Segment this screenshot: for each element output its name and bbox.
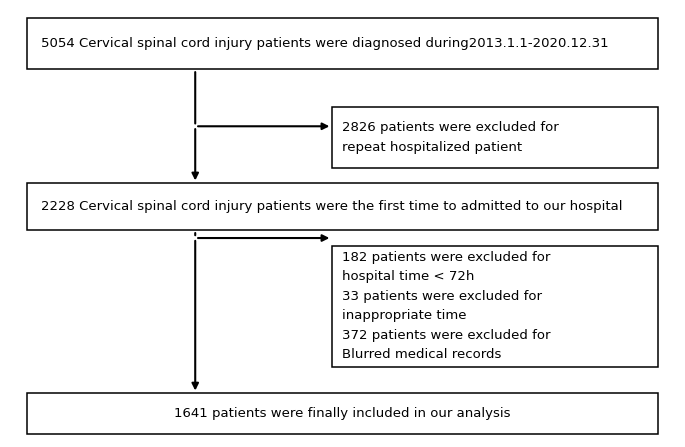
Text: 2228 Cervical spinal cord injury patients were the first time to admitted to our: 2228 Cervical spinal cord injury patient…: [41, 200, 623, 213]
Text: 182 patients were excluded for
hospital time < 72h
33 patients were excluded for: 182 patients were excluded for hospital …: [342, 251, 551, 362]
FancyBboxPatch shape: [332, 107, 658, 168]
FancyBboxPatch shape: [27, 18, 658, 69]
Text: 5054 Cervical spinal cord injury patients were diagnosed during2013.1.1-2020.12.: 5054 Cervical spinal cord injury patient…: [41, 37, 609, 50]
FancyBboxPatch shape: [332, 246, 658, 367]
FancyBboxPatch shape: [27, 183, 658, 230]
Text: 2826 patients were excluded for
repeat hospitalized patient: 2826 patients were excluded for repeat h…: [342, 121, 559, 154]
FancyBboxPatch shape: [27, 393, 658, 434]
Text: 1641 patients were finally included in our analysis: 1641 patients were finally included in o…: [174, 407, 511, 420]
